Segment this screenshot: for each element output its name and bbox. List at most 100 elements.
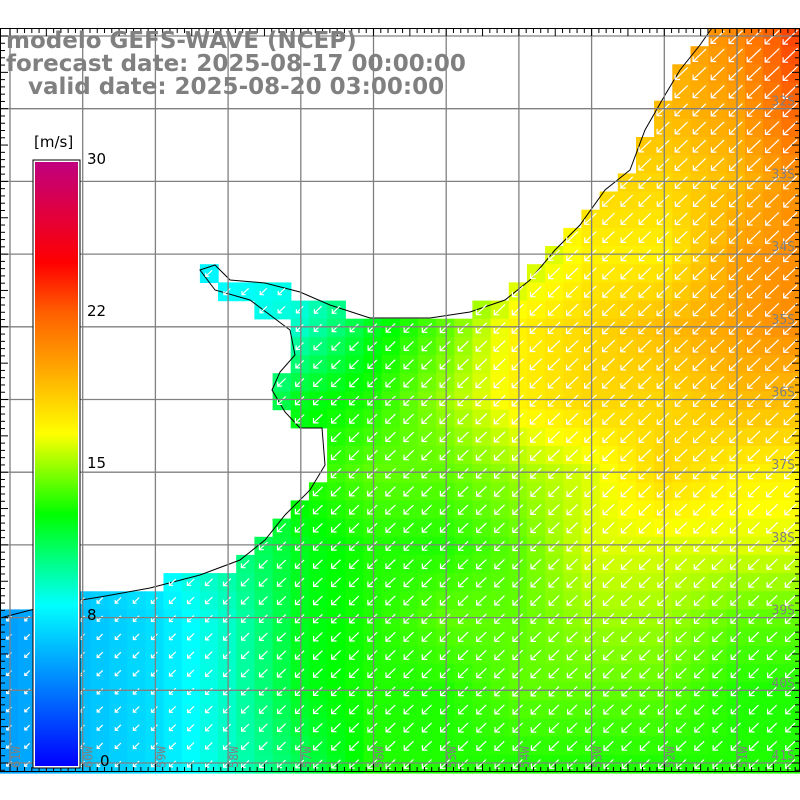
wind-arrow-icon bbox=[548, 649, 560, 661]
wind-arrow-icon bbox=[96, 760, 104, 768]
wind-arrow-icon bbox=[728, 121, 743, 135]
wind-arrow-icon bbox=[349, 704, 360, 715]
colorbar-tick-label: 8 bbox=[87, 606, 97, 624]
wind-arrow-icon bbox=[638, 448, 652, 462]
wind-arrow-icon bbox=[748, 540, 760, 552]
wind-arrow-icon bbox=[584, 285, 597, 298]
wind-arrow-icon bbox=[639, 686, 651, 697]
wind-arrow-icon bbox=[675, 503, 688, 516]
wind-arrow-icon bbox=[783, 357, 798, 371]
wind-arrow-icon bbox=[602, 558, 615, 570]
wind-arrow-icon bbox=[331, 759, 341, 769]
wind-arrow-icon bbox=[259, 650, 268, 660]
wind-arrow-icon bbox=[784, 503, 797, 516]
latitude-labels: 32S 33S 34S 35S 36S 37S 38S 39S 40S 41S bbox=[772, 95, 795, 764]
wind-arrow-icon bbox=[639, 594, 651, 606]
wind-arrow-icon bbox=[385, 686, 396, 697]
wind-arrow-icon bbox=[547, 303, 561, 316]
wind-arrow-icon bbox=[730, 649, 742, 660]
wind-arrow-icon bbox=[241, 741, 250, 750]
wind-arrow-icon bbox=[748, 558, 760, 570]
title-valid-date: valid date: 2025-08-20 03:00:00 bbox=[12, 74, 445, 100]
wind-arrow-icon bbox=[421, 559, 433, 570]
wind-arrow-icon bbox=[730, 613, 742, 624]
wind-arrow-icon bbox=[656, 430, 670, 444]
wind-arrow-icon bbox=[512, 704, 524, 715]
wind-arrow-icon bbox=[584, 631, 597, 643]
wind-arrow-icon bbox=[674, 467, 688, 480]
wind-arrow-icon bbox=[638, 412, 652, 425]
graticule bbox=[0, 28, 800, 772]
wind-arrow-icon bbox=[223, 614, 232, 623]
wind-arrow-icon bbox=[439, 559, 451, 570]
wind-arrow-icon bbox=[584, 376, 597, 389]
wind-arrow-icon bbox=[584, 449, 597, 461]
wind-arrow-icon bbox=[603, 613, 615, 624]
wind-arrow-icon bbox=[458, 668, 469, 679]
wind-arrow-icon bbox=[621, 722, 633, 733]
wind-arrow-icon bbox=[602, 267, 615, 280]
wind-arrow-icon bbox=[494, 522, 505, 533]
wind-arrow-icon bbox=[764, 121, 780, 135]
wind-arrow-icon bbox=[403, 522, 414, 533]
wind-arrow-icon bbox=[728, 103, 743, 117]
wind-arrow-icon bbox=[603, 686, 615, 697]
wind-arrow-icon bbox=[620, 212, 634, 225]
wind-arrow-icon bbox=[602, 430, 615, 443]
wind-arrow-icon bbox=[602, 594, 615, 606]
wind-arrow-icon bbox=[385, 740, 396, 751]
wind-arrow-icon bbox=[440, 759, 451, 769]
wind-arrow-icon bbox=[674, 103, 689, 117]
wind-arrow-icon bbox=[676, 722, 687, 733]
wind-arrow-icon bbox=[602, 503, 615, 516]
wind-arrow-icon bbox=[674, 194, 688, 207]
wind-arrow-icon bbox=[114, 742, 122, 749]
wind-arrow-icon bbox=[584, 576, 597, 588]
wind-arrow-icon bbox=[639, 558, 651, 570]
wind-arrow-icon bbox=[493, 394, 506, 407]
wind-arrow-icon bbox=[694, 740, 705, 751]
wind-arrow-icon bbox=[584, 212, 597, 225]
wind-arrow-icon bbox=[638, 521, 651, 534]
wind-arrow-icon bbox=[766, 485, 779, 498]
wind-arrow-icon bbox=[439, 431, 451, 443]
wind-arrow-icon bbox=[530, 722, 542, 733]
wind-arrow-icon bbox=[476, 686, 487, 697]
wind-arrow-icon bbox=[168, 724, 177, 732]
wind-arrow-icon bbox=[748, 649, 760, 660]
wind-arrow-icon bbox=[730, 595, 742, 606]
wind-arrow-icon bbox=[783, 302, 798, 317]
wind-arrow-icon bbox=[620, 285, 634, 298]
wind-arrow-icon bbox=[331, 431, 342, 442]
wind-arrow-icon bbox=[530, 576, 542, 588]
wind-arrow-icon bbox=[313, 305, 323, 314]
wind-arrow-icon bbox=[276, 541, 287, 551]
wind-arrow-icon bbox=[457, 322, 469, 334]
wind-arrow-icon bbox=[24, 670, 31, 676]
wind-arrow-icon bbox=[710, 248, 725, 262]
wind-arrow-icon bbox=[730, 576, 742, 588]
wind-arrow-icon bbox=[675, 521, 688, 534]
wind-arrow-icon bbox=[494, 759, 505, 769]
wind-arrow-icon bbox=[457, 467, 469, 479]
wind-arrow-icon bbox=[530, 431, 542, 443]
wind-arrow-icon bbox=[765, 139, 780, 154]
wind-arrow-icon bbox=[728, 248, 743, 262]
wind-arrow-icon bbox=[512, 667, 524, 679]
wind-arrow-icon bbox=[205, 669, 213, 677]
wind-arrow-icon bbox=[585, 704, 596, 715]
wind-arrow-icon bbox=[403, 559, 414, 569]
wind-arrow-icon bbox=[692, 357, 707, 371]
wind-arrow-icon bbox=[168, 578, 177, 586]
wind-arrow-icon bbox=[295, 759, 305, 769]
wind-arrow-icon bbox=[728, 30, 744, 45]
wind-arrow-icon bbox=[602, 339, 616, 353]
wind-arrow-icon bbox=[294, 541, 305, 551]
wind-arrow-icon bbox=[204, 596, 213, 605]
wind-arrow-icon bbox=[602, 467, 615, 480]
wind-arrow-icon bbox=[421, 468, 433, 479]
wind-arrow-icon bbox=[259, 687, 268, 696]
wind-arrow-icon bbox=[475, 376, 488, 389]
wind-arrow-icon bbox=[96, 706, 104, 713]
